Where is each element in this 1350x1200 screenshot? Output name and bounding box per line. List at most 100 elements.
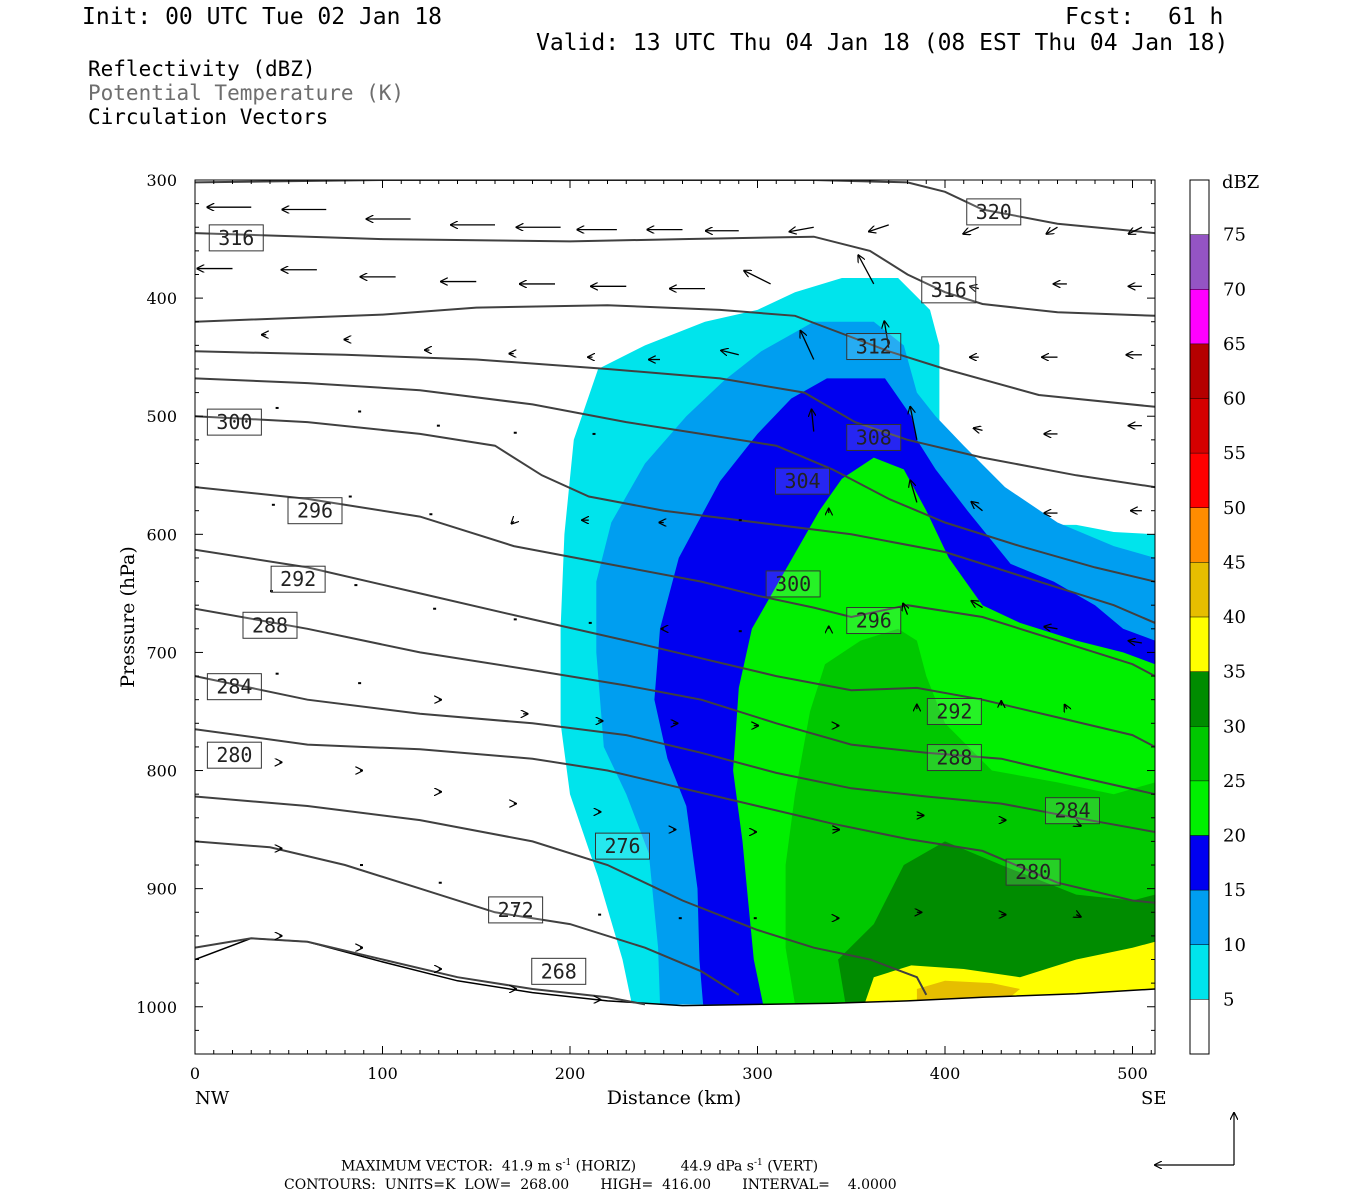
theta-contour-276 bbox=[195, 795, 928, 996]
max-vert-tag: (VERT) bbox=[767, 1158, 819, 1175]
max-vert-exponent: -1 bbox=[753, 1158, 763, 1168]
colorbar-label: 40 bbox=[1223, 607, 1246, 628]
vector-arrow bbox=[972, 502, 983, 512]
vector-arrow bbox=[512, 521, 514, 523]
contour-label-text: 272 bbox=[498, 898, 534, 922]
contour-label-box bbox=[206, 741, 262, 769]
contour-label-box bbox=[531, 957, 587, 985]
contour-label-box bbox=[926, 697, 982, 725]
colorbar-segment bbox=[1190, 180, 1209, 235]
vector-arrow bbox=[972, 601, 983, 609]
y-tick-label: 1000 bbox=[136, 998, 177, 1017]
vector-arrow bbox=[812, 410, 814, 432]
colorbar-label: 25 bbox=[1223, 771, 1246, 792]
contour-label-box bbox=[1045, 797, 1100, 825]
contour-label-text: 316 bbox=[931, 278, 967, 302]
contour-label-text: 296 bbox=[856, 609, 892, 633]
axes: 0 100 200 300 400 500 300 400 500 600 700 800 900 100… bbox=[136, 171, 1155, 1083]
vector-arrow bbox=[1044, 627, 1058, 629]
contour-label: 296 bbox=[846, 607, 902, 635]
contour-label-box bbox=[488, 896, 544, 924]
vector-arrow bbox=[1065, 705, 1067, 709]
contour-label-text: 300 bbox=[775, 572, 811, 596]
vector-arrow bbox=[790, 227, 814, 231]
colorbar-label: 45 bbox=[1223, 552, 1246, 573]
contour-label-text: 320 bbox=[976, 200, 1012, 224]
max-vector-label: MAXIMUM VECTOR: bbox=[341, 1158, 493, 1175]
y-tick-label: 500 bbox=[146, 407, 177, 426]
vector-arrow bbox=[974, 428, 983, 430]
theta-contour-300 bbox=[195, 415, 1155, 624]
contour-label: 280 bbox=[1005, 858, 1061, 886]
y-tick-label: 300 bbox=[146, 171, 177, 190]
x-tick-label: 400 bbox=[930, 1064, 961, 1083]
y-tick-label: 600 bbox=[146, 525, 177, 544]
colorbar-segment bbox=[1190, 780, 1209, 836]
y-tick-label: 900 bbox=[146, 880, 177, 899]
contour-label-text: 292 bbox=[936, 699, 972, 723]
plot-frame bbox=[194, 179, 1156, 1055]
contour-label-text: 296 bbox=[297, 499, 333, 523]
contour-labels: 316 320 316 312 308 304 300 300 296 296 292 292 288 2… bbox=[206, 198, 1100, 985]
vector-arrow bbox=[903, 604, 907, 615]
max-horiz-exponent: -1 bbox=[562, 1158, 572, 1168]
contour-label-box bbox=[595, 832, 650, 860]
contour-label: 280 bbox=[206, 741, 262, 769]
x-axis-right-label: SE bbox=[1141, 1088, 1166, 1109]
vector-arrow bbox=[970, 286, 979, 288]
contour-label-text: 284 bbox=[216, 675, 252, 699]
colorbar-segment bbox=[1190, 999, 1209, 1054]
colorbar-label: 20 bbox=[1223, 826, 1246, 847]
colorbar-segment bbox=[1190, 835, 1209, 891]
x-tick-label: 500 bbox=[1117, 1064, 1148, 1083]
contour-label: 284 bbox=[1045, 797, 1100, 825]
reference-vector bbox=[1155, 1113, 1234, 1165]
x-tick-label: 200 bbox=[555, 1064, 586, 1083]
contour-label-box bbox=[846, 607, 902, 635]
colorbar-label: 15 bbox=[1223, 880, 1246, 901]
contour-label-text: 280 bbox=[216, 743, 252, 767]
theta-contour-280 bbox=[195, 728, 1155, 904]
contour-label-text: 276 bbox=[604, 834, 640, 858]
max-horiz-tag: (HORIZ) bbox=[575, 1158, 637, 1175]
contour-label: 292 bbox=[926, 697, 982, 725]
theta-contours bbox=[195, 180, 1155, 1006]
contour-label-box bbox=[206, 408, 262, 436]
vector-arrow bbox=[910, 480, 918, 503]
colorbar-segment bbox=[1190, 562, 1209, 617]
contour-info: CONTOURS: UNITS=K LOW= 268.00 HIGH= 416.… bbox=[284, 1177, 897, 1193]
max-horiz-value: 41.9 m s bbox=[501, 1158, 563, 1175]
vector-arrow bbox=[1047, 226, 1058, 234]
vector-arrow bbox=[1129, 226, 1143, 234]
vector-arrow bbox=[963, 226, 980, 234]
theta-contour-272 bbox=[195, 840, 740, 996]
init-time: Init: 00 UTC Tue 02 Jan 18 bbox=[82, 4, 443, 30]
theta-contour-304 bbox=[195, 377, 1155, 583]
colorbar-segment bbox=[1190, 617, 1209, 672]
contour-label: 292 bbox=[270, 565, 326, 593]
colorbar-label: 55 bbox=[1223, 443, 1246, 464]
colorbar-segment bbox=[1190, 890, 1209, 945]
legend-circulation-vectors: Circulation Vectors bbox=[88, 105, 329, 129]
valid-time: Valid: 13 UTC Thu 04 Jan 18 (08 EST Thu … bbox=[536, 30, 1229, 56]
vector-arrow bbox=[1129, 641, 1142, 643]
theta-contour-308 bbox=[195, 350, 1155, 489]
theta-contour-316 bbox=[195, 232, 1155, 317]
vector-arrow bbox=[869, 224, 889, 232]
contour-label-text: 312 bbox=[856, 335, 892, 359]
contour-label-box bbox=[926, 744, 982, 772]
contour-label: 288 bbox=[242, 611, 298, 639]
theta-contour-292 bbox=[195, 548, 1155, 748]
colorbar-segment bbox=[1190, 234, 1209, 290]
colorbar-label: 10 bbox=[1223, 935, 1246, 956]
contour-label: 288 bbox=[926, 744, 982, 772]
colorbar-segment bbox=[1190, 671, 1209, 727]
contour-label-box bbox=[775, 467, 830, 495]
contour-label-box bbox=[921, 276, 977, 304]
colorbar: 5 10 15 20 25 30 35 40 45 50 55 60 65 70 75 bbox=[1189, 179, 1246, 1055]
theta-contour-284 bbox=[195, 675, 1155, 833]
colorbar-segment bbox=[1190, 726, 1209, 781]
contour-label: 276 bbox=[595, 832, 650, 860]
contour-label-box bbox=[765, 570, 821, 598]
